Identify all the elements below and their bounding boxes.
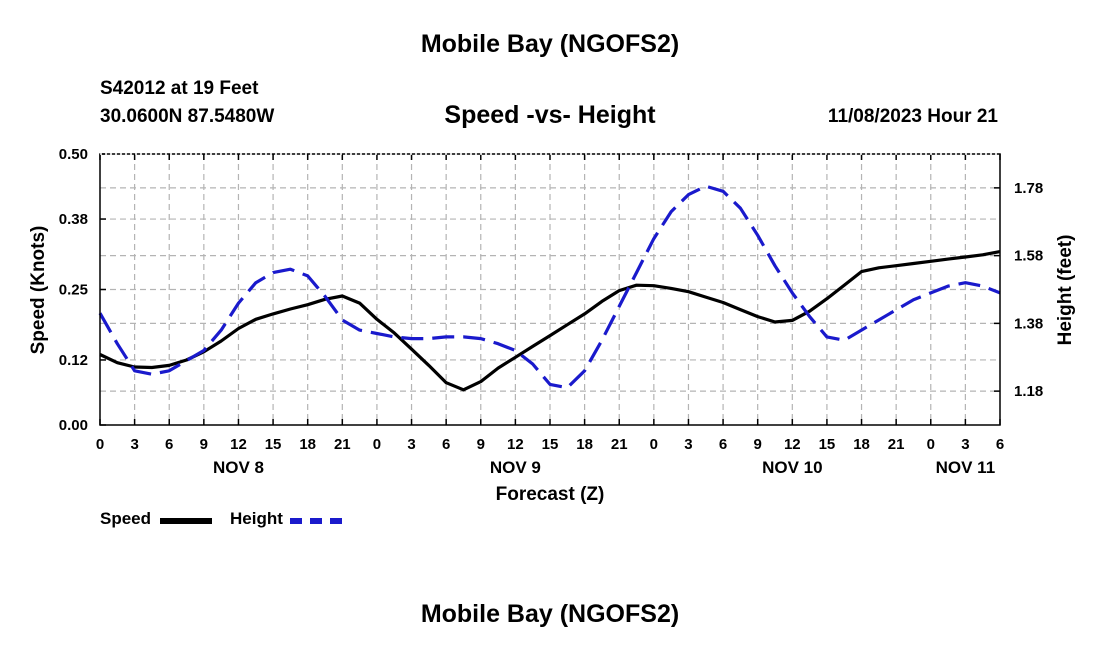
grid-layer <box>100 154 1000 425</box>
station-label: S42012 at 19 Feet <box>100 78 259 99</box>
x-day-label: NOV 9 <box>490 458 541 477</box>
y2-tick-label: 1.58 <box>1014 248 1043 265</box>
x-tick-label: 3 <box>684 436 692 453</box>
y-tick-label: 0.00 <box>59 417 88 434</box>
x-tick-label: 0 <box>650 436 658 453</box>
chart-subtitle: Speed -vs- Height <box>444 101 656 129</box>
legend-height-line <box>290 518 342 524</box>
x-tick-label: 18 <box>576 436 593 453</box>
speed-series-line <box>99 250 1001 392</box>
x-tick-label: 6 <box>442 436 450 453</box>
legend-speed-line <box>160 518 212 524</box>
y2-tick-label: 1.38 <box>1014 315 1043 332</box>
x-tick-label: 3 <box>961 436 969 453</box>
y2-tick-label: 1.78 <box>1014 180 1043 197</box>
x-day-label: NOV 11 <box>936 458 996 477</box>
x-tick-label: 12 <box>507 436 524 453</box>
x-tick-label: 15 <box>819 436 836 453</box>
footer-title: Mobile Bay (NGOFS2) <box>420 600 680 628</box>
x-day-label: NOV 10 <box>762 458 822 477</box>
x-axis-label: Forecast (Z) <box>496 484 605 505</box>
x-tick-label: 18 <box>299 436 316 453</box>
series-layer <box>98 184 1001 392</box>
x-tick-label: 3 <box>407 436 415 453</box>
speed-height-chart: 0 3 6 9 12 15 18 21 0 3 6 9 12 15 18 21 0 3 6 9 12 15 18 21 0 3 6 0… <box>28 146 1076 505</box>
chart-title: Mobile Bay (NGOFS2) <box>420 30 680 58</box>
x-tick-label: 0 <box>96 436 104 453</box>
x-tick-label: 12 <box>230 436 247 453</box>
y-tick-label: 0.38 <box>59 211 88 228</box>
x-tick-label: 15 <box>542 436 559 453</box>
legend-height-label: Height <box>230 509 283 528</box>
coordinates-label: 30.0600N 87.5480W <box>100 106 275 127</box>
x-tick-label: 9 <box>477 436 485 453</box>
y-tick-label: 0.12 <box>59 352 88 369</box>
x-tick-label: 12 <box>784 436 801 453</box>
x-tick-label: 6 <box>719 436 727 453</box>
x-tick-label: 6 <box>996 436 1004 453</box>
x-tick-label: 18 <box>853 436 870 453</box>
x-tick-label: 3 <box>130 436 138 453</box>
label-layer: 0 3 6 9 12 15 18 21 0 3 6 9 12 15 18 21 0 3 6 9 12 15 18 21 0 3 6 0… <box>59 146 1043 477</box>
y2-tick-label: 1.18 <box>1014 383 1043 400</box>
y2-axis-label: Height (feet) <box>1055 235 1076 346</box>
x-day-label: NOV 8 <box>213 458 264 477</box>
y-tick-label: 0.50 <box>59 146 88 163</box>
x-tick-label: 0 <box>927 436 935 453</box>
y-tick-label: 0.25 <box>59 282 88 299</box>
y-axis-label: Speed (Knots) <box>28 226 49 355</box>
x-tick-label: 6 <box>165 436 173 453</box>
x-tick-label: 9 <box>200 436 208 453</box>
x-tick-label: 21 <box>611 436 628 453</box>
x-tick-label: 15 <box>265 436 282 453</box>
x-tick-label: 21 <box>334 436 351 453</box>
forecast-datetime: 11/08/2023 Hour 21 <box>827 106 998 127</box>
legend-speed-label: Speed <box>100 509 152 528</box>
x-tick-label: 9 <box>754 436 762 453</box>
x-tick-label: 0 <box>373 436 381 453</box>
height-series-line <box>98 184 1001 390</box>
x-tick-label: 21 <box>888 436 905 453</box>
